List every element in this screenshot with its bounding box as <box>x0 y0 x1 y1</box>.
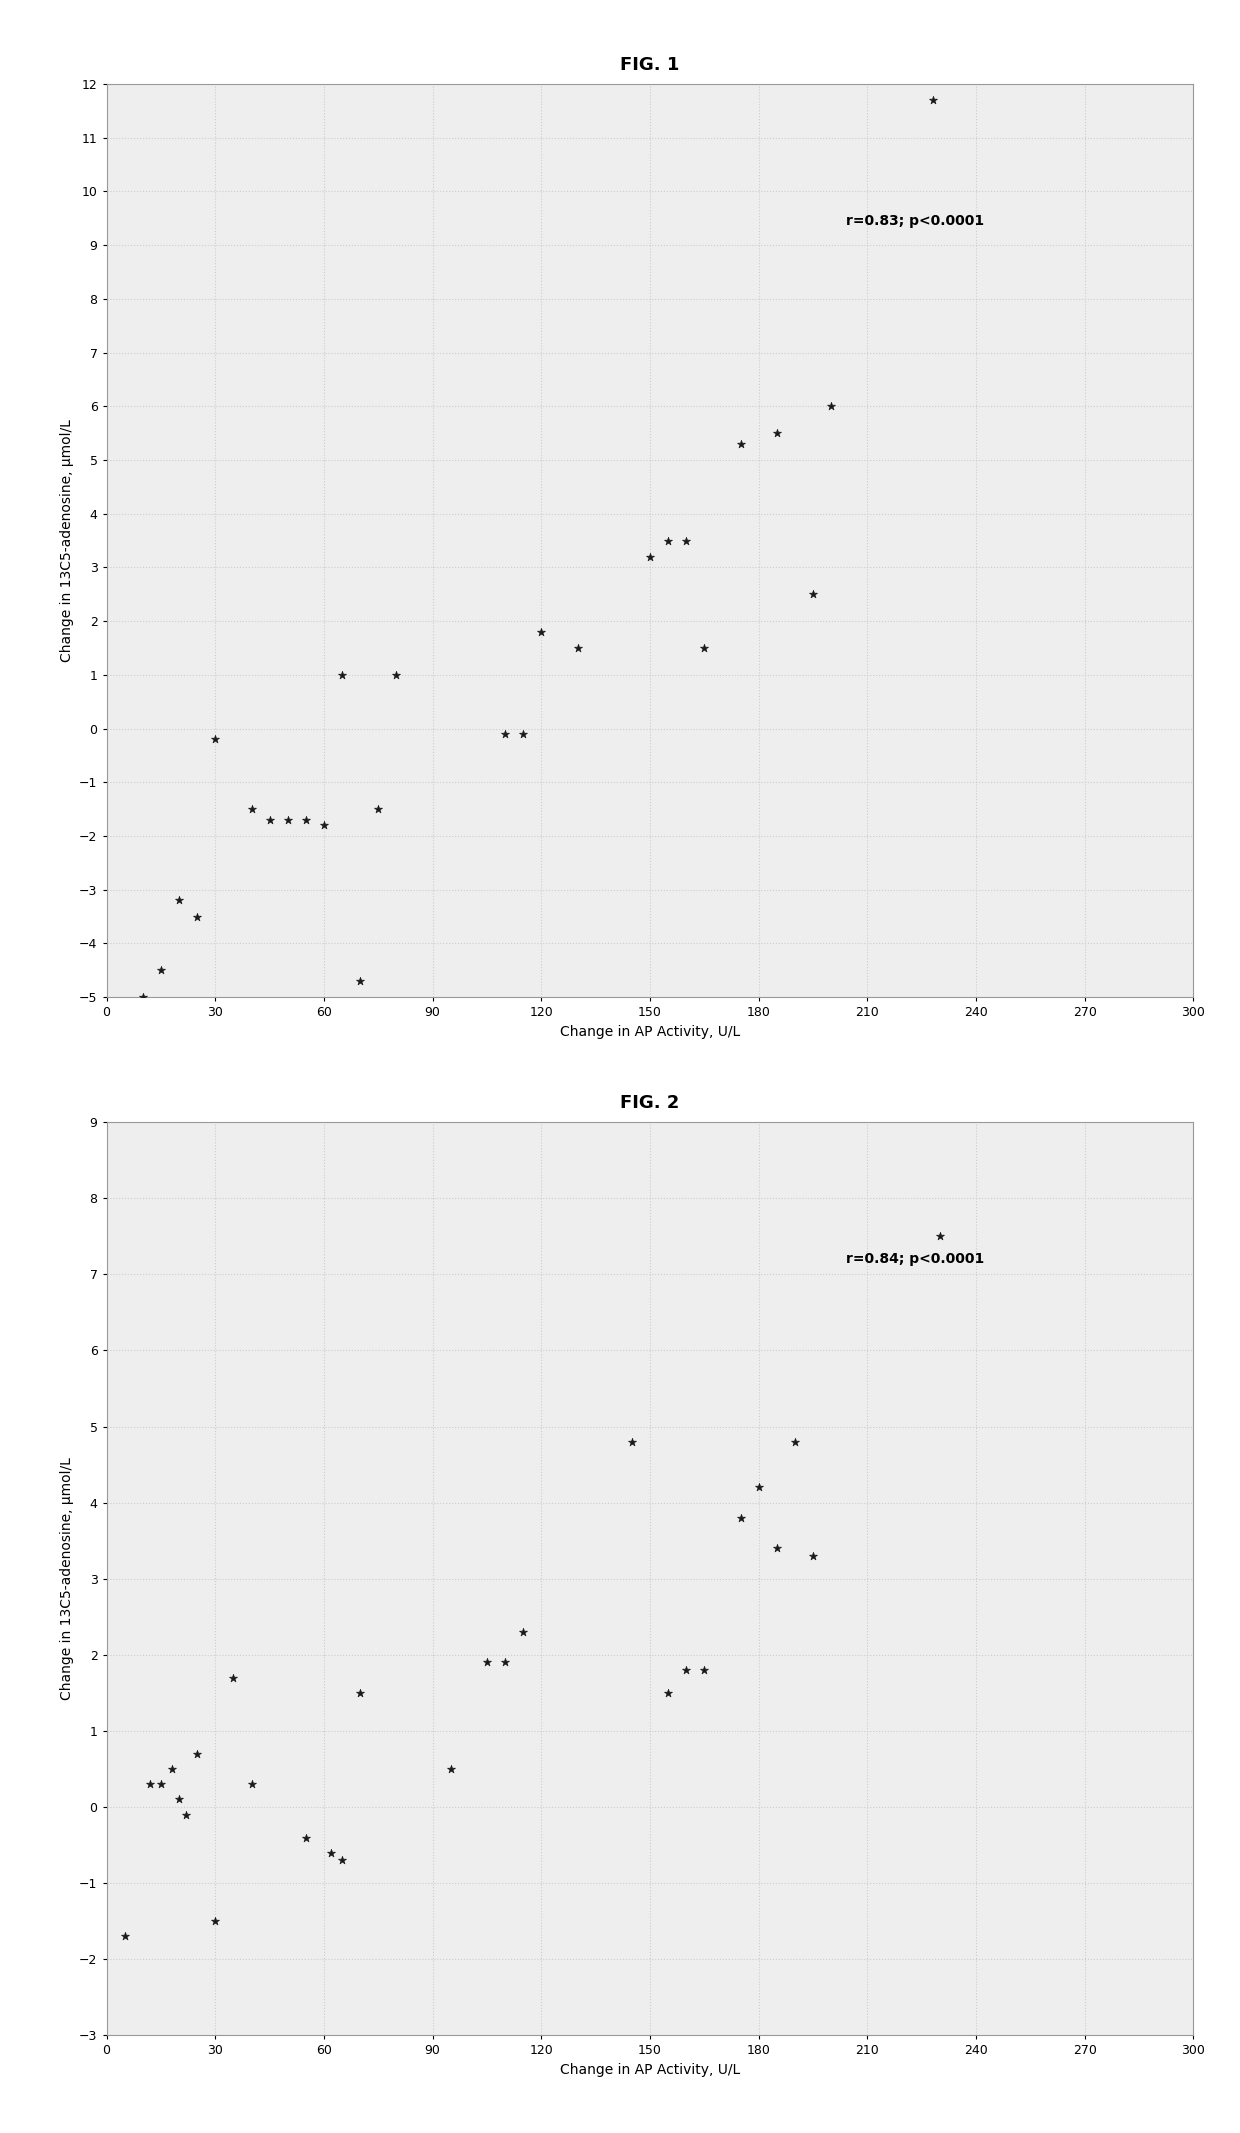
Point <box>785 1425 805 1459</box>
Point <box>169 1783 188 1817</box>
Point <box>187 900 207 934</box>
Text: r=0.83; p<0.0001: r=0.83; p<0.0001 <box>846 213 983 228</box>
Point <box>259 802 279 836</box>
Title: FIG. 1: FIG. 1 <box>620 55 680 75</box>
Point <box>923 83 942 117</box>
Point <box>278 802 298 836</box>
Point <box>387 657 407 691</box>
Point <box>350 964 370 998</box>
Point <box>766 1531 786 1566</box>
Point <box>314 808 334 843</box>
Point <box>187 1736 207 1770</box>
Point <box>766 416 786 450</box>
Point <box>242 791 262 825</box>
Point <box>676 1653 696 1687</box>
Point <box>694 1653 714 1687</box>
Point <box>821 388 841 422</box>
X-axis label: Change in AP Activity, U/L: Change in AP Activity, U/L <box>559 1024 740 1039</box>
Point <box>532 614 552 648</box>
Point <box>151 953 171 988</box>
Point <box>930 1220 950 1254</box>
Point <box>223 1662 243 1696</box>
Point <box>804 578 823 612</box>
Point <box>622 1425 642 1459</box>
Point <box>513 1615 533 1649</box>
Point <box>242 1766 262 1800</box>
Point <box>676 523 696 557</box>
Point <box>730 427 750 461</box>
Point <box>206 1905 226 1939</box>
Point <box>749 1470 769 1504</box>
Point <box>495 717 515 751</box>
Point <box>730 1502 750 1536</box>
Point <box>151 1766 171 1800</box>
Point <box>176 1798 196 1832</box>
Point <box>513 717 533 751</box>
Point <box>162 1751 182 1785</box>
Point <box>296 1819 316 1854</box>
Text: r=0.84; p<0.0001: r=0.84; p<0.0001 <box>846 1252 983 1267</box>
Point <box>332 657 352 691</box>
Point <box>568 631 588 665</box>
Point <box>321 1837 341 1871</box>
Point <box>296 802 316 836</box>
Point <box>477 1645 497 1679</box>
Y-axis label: Change in 13C5-adenosine, μmol/L: Change in 13C5-adenosine, μmol/L <box>60 1457 73 1700</box>
Point <box>495 1645 515 1679</box>
Point <box>804 1538 823 1572</box>
Title: FIG. 2: FIG. 2 <box>620 1094 680 1111</box>
Point <box>368 791 388 825</box>
Point <box>440 1751 460 1785</box>
X-axis label: Change in AP Activity, U/L: Change in AP Activity, U/L <box>559 2063 740 2078</box>
Point <box>140 1766 160 1800</box>
Y-axis label: Change in 13C5-adenosine, μmol/L: Change in 13C5-adenosine, μmol/L <box>60 418 73 661</box>
Point <box>206 723 226 757</box>
Point <box>658 523 678 557</box>
Point <box>115 1920 135 1954</box>
Point <box>694 631 714 665</box>
Point <box>169 883 188 917</box>
Point <box>332 1843 352 1877</box>
Point <box>133 979 153 1013</box>
Point <box>658 1677 678 1711</box>
Point <box>640 540 660 574</box>
Point <box>350 1677 370 1711</box>
